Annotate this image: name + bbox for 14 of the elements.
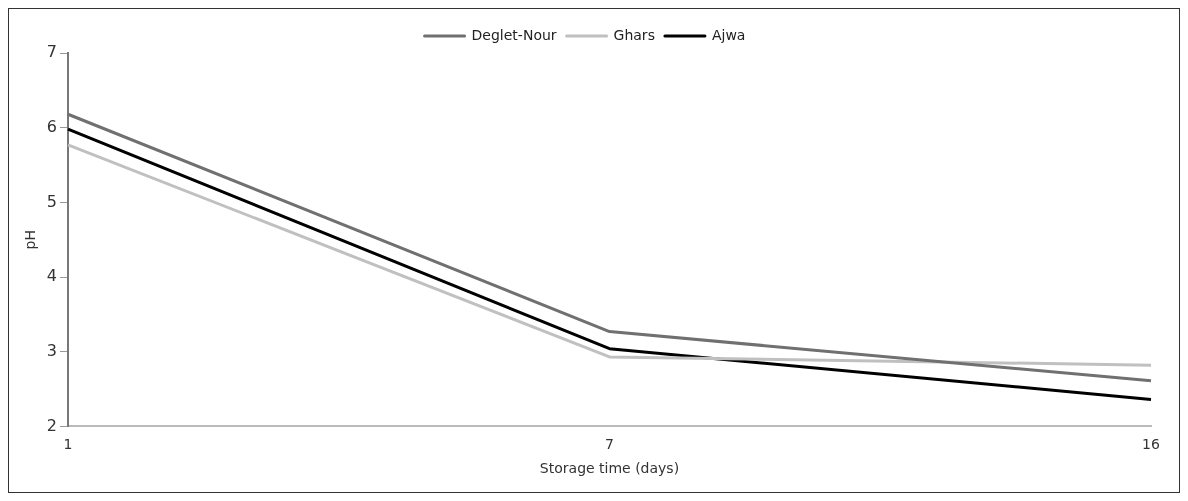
- y-tick-label: 5: [46, 191, 57, 211]
- x-tick-label: 7: [605, 436, 614, 453]
- legend-label: Deglet-Nour: [471, 26, 557, 43]
- x-axis-title: Storage time (days): [539, 460, 680, 477]
- y-tick-label: 6: [46, 116, 57, 136]
- y-tick-label: 3: [46, 340, 57, 360]
- y-tick-label: 4: [46, 266, 57, 286]
- y-tick-label: 7: [46, 42, 57, 62]
- x-tick-label: 1: [63, 436, 73, 453]
- y-axis-title: pH: [22, 229, 39, 250]
- legend-label: Ghars: [613, 26, 655, 43]
- x-tick-label: 16: [1142, 436, 1160, 453]
- y-tick-label: 2: [46, 415, 57, 435]
- legend-label: Ajwa: [711, 26, 746, 43]
